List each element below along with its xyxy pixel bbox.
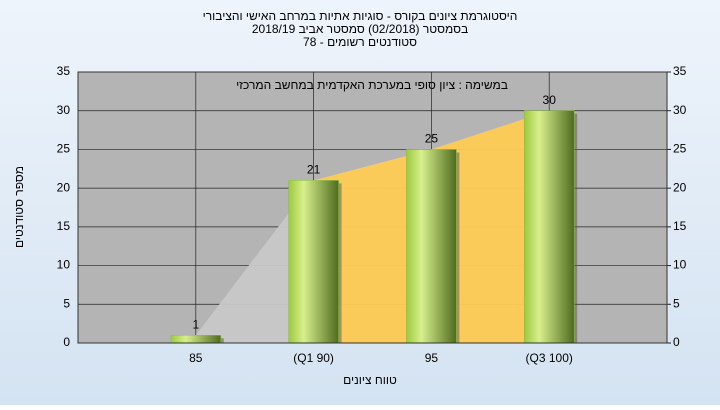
y2-tick-label: 30 (673, 103, 687, 117)
x-tick-label: (Q1 90) (293, 351, 334, 365)
x-tick-label: 85 (189, 351, 203, 365)
y2-tick-label: 25 (673, 142, 687, 156)
y-tick-label: 30 (57, 103, 71, 117)
value-label: 21 (307, 163, 321, 177)
y-tick-label: 35 (57, 64, 71, 78)
y-tick-label: 10 (57, 258, 71, 272)
y2-tick-label: 0 (673, 335, 680, 349)
y2-tick-label: 35 (673, 64, 687, 78)
value-label: 25 (425, 132, 439, 146)
y-axis-label: מספר סטודנטים (12, 166, 26, 248)
y-tick-label: 25 (57, 142, 71, 156)
bar (523, 110, 575, 344)
chart-subtitle: בסמסטר (02/2018) סמסטר אביב 2018/19 (252, 22, 468, 36)
plot-border (77, 71, 668, 344)
x-axis-label: טווח ציונים (343, 373, 397, 387)
y-tick-label: 0 (63, 335, 70, 349)
y-tick-label: 5 (63, 296, 70, 310)
y2-tick-label: 20 (673, 180, 687, 194)
bar (406, 149, 457, 344)
chart-subtitle: סטודנטים רשומים - 78 (303, 35, 417, 49)
x-tick-label: (Q3 100) (526, 351, 573, 365)
y2-tick-label: 5 (673, 296, 680, 310)
bar (288, 180, 339, 344)
value-label: 1 (192, 317, 199, 331)
x-tick-label: 95 (425, 351, 439, 365)
area (195, 110, 550, 343)
bar (170, 335, 222, 344)
y2-tick-label: 15 (673, 219, 687, 233)
value-label: 30 (543, 93, 557, 107)
chart-title: היסטוגרמת ציונים בקורס - סוגיות אתיות במ… (203, 9, 518, 23)
y2-tick-label: 10 (673, 258, 687, 272)
y-tick-label: 20 (57, 180, 71, 194)
y-tick-label: 15 (57, 219, 71, 233)
annotation: במשימה : ציון סופי במערכת האקדמית במחשב … (236, 78, 508, 92)
